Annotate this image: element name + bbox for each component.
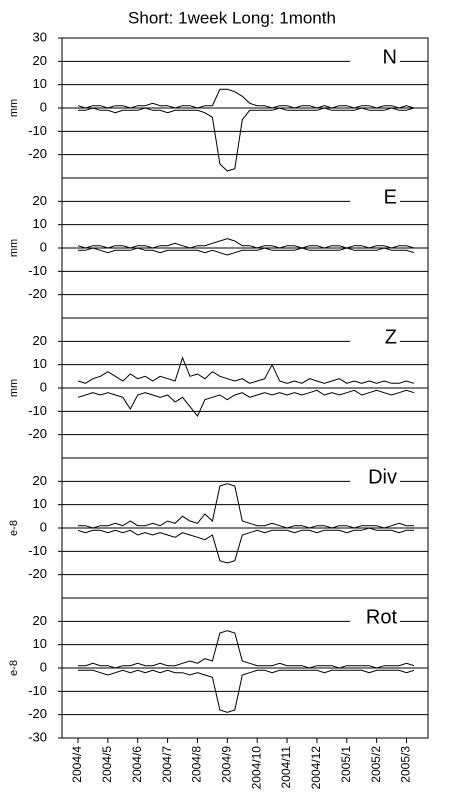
data-line: [77, 238, 415, 249]
data-line: [77, 88, 415, 109]
y-axis-label: mm: [8, 99, 20, 117]
y-tick-label: -10: [28, 683, 47, 698]
y-tick-label: 10: [33, 496, 47, 511]
y-axis-label: mm: [8, 379, 20, 397]
x-tick-label: 2004/6: [130, 746, 144, 783]
y-tick-label: -20: [28, 706, 47, 721]
x-tick-label: 2005/2: [369, 746, 383, 783]
y-tick-label: -10: [28, 263, 47, 278]
y-tick-label: -10: [28, 403, 47, 418]
data-line: [77, 527, 414, 564]
data-line: [78, 247, 415, 256]
data-line: [78, 483, 414, 529]
panel-frame: [61, 597, 429, 739]
y-tick-label: 0: [40, 99, 47, 114]
panel-label: Rot: [366, 606, 398, 628]
x-tick-label: 2004/8: [190, 746, 204, 783]
x-tick-label: 2004/7: [160, 746, 174, 783]
y-tick-label: -30: [28, 729, 47, 744]
y-tick-label: 0: [40, 379, 47, 394]
panel-label: E: [384, 186, 397, 208]
y-tick-label: 30: [33, 29, 47, 44]
y-tick-label: -20: [28, 566, 47, 581]
y-tick-label: 0: [40, 659, 47, 674]
y-tick-label: 20: [33, 53, 47, 68]
y-tick-label: -10: [28, 543, 47, 558]
y-tick-label: 20: [33, 193, 47, 208]
y-tick-label: 10: [33, 216, 47, 231]
label-bg: [350, 327, 400, 349]
x-tick-label: 2005/1: [339, 746, 353, 783]
panel-label: Div: [368, 466, 397, 488]
x-tick-label: 2004/4: [70, 746, 84, 783]
y-tick-label: 0: [40, 519, 47, 534]
data-line: [78, 630, 415, 669]
data-line: [77, 389, 415, 417]
x-tick-label: 2004/11: [279, 746, 293, 789]
y-tick-label: 0: [40, 239, 47, 254]
y-tick-label: -10: [28, 123, 47, 138]
y-tick-label: 20: [33, 473, 47, 488]
data-line: [77, 356, 415, 384]
label-bg: [350, 47, 400, 69]
chart-title: Short: 1week Long: 1month: [128, 8, 336, 27]
y-tick-label: 10: [33, 636, 47, 651]
y-tick-label: -20: [28, 146, 47, 161]
y-axis-label: e-8: [8, 660, 20, 676]
data-line: [78, 669, 415, 713]
y-tick-label: 20: [33, 333, 47, 348]
label-bg: [350, 607, 400, 629]
data-line: [78, 107, 415, 172]
y-axis-label: e-8: [8, 520, 20, 536]
y-tick-label: -20: [28, 286, 47, 301]
y-axis-label: mm: [8, 239, 20, 257]
y-tick-label: -20: [28, 426, 47, 441]
y-tick-label: 10: [33, 76, 47, 91]
x-tick-label: 2004/12: [309, 746, 323, 790]
x-tick-label: 2004/9: [220, 746, 234, 783]
panel-label: Z: [385, 326, 397, 348]
label-bg: [350, 467, 400, 489]
x-tick-label: 2005/3: [399, 746, 413, 783]
panel-label: N: [383, 46, 397, 68]
label-bg: [350, 187, 400, 209]
y-tick-label: 10: [33, 356, 47, 371]
x-tick-label: 2004/5: [100, 746, 114, 783]
x-tick-label: 2004/10: [249, 746, 263, 790]
y-tick-label: 20: [33, 613, 47, 628]
